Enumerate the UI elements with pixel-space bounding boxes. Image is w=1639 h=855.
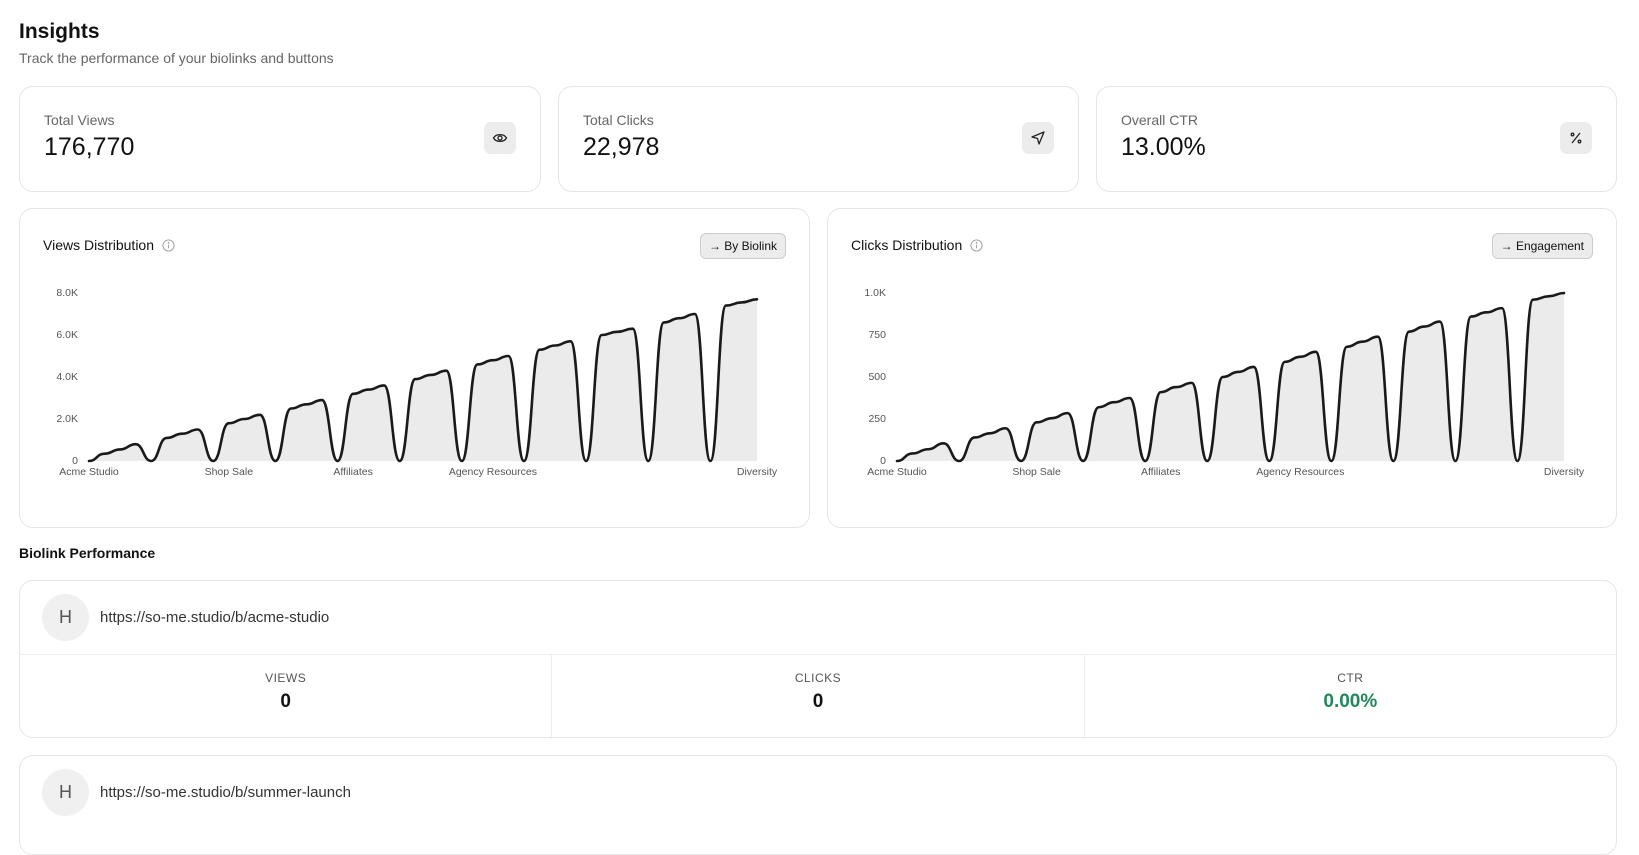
chart-header: Clicks Distribution	[851, 237, 983, 253]
x-tick-label: Diversity	[737, 466, 778, 478]
percent-icon	[1560, 122, 1592, 154]
y-tick-label: 1.0K	[864, 287, 886, 299]
stat-label: Overall CTR	[1121, 112, 1199, 128]
x-tick-label: Acme Studio	[59, 466, 119, 478]
y-tick-label: 6.0K	[56, 329, 78, 341]
stat-card: Total Views 176,770	[19, 86, 541, 192]
stat-card: Overall CTR 13.00%	[1096, 86, 1617, 192]
x-tick-label: Shop Sale	[205, 466, 254, 478]
chart: 0 250 500 750 1.0K Acme Studio Shop Sale Affili…	[864, 287, 1585, 478]
metric: CLICKS 0	[551, 655, 1083, 737]
eye-icon	[484, 122, 516, 154]
y-tick-label: 0	[72, 455, 78, 467]
metric-value: 0.00%	[1323, 691, 1378, 712]
x-tick-label: Affiliates	[333, 466, 373, 478]
y-tick-label: 750	[868, 329, 886, 341]
chart-title: Views Distribution	[43, 237, 155, 253]
chart-card: Clicks Distribution → Engagement 0 250 500…	[827, 208, 1617, 528]
x-tick-label: Agency Resources	[1256, 466, 1344, 478]
x-tick-label: Agency Resources	[449, 466, 537, 478]
stat-label: Total Clicks	[583, 112, 654, 128]
chart-card: Views Distribution → By Biolink 0 2.0K 4.0…	[19, 208, 810, 528]
section-title: Biolink Performance	[19, 545, 156, 561]
avatar: H	[42, 769, 89, 816]
metric: CTR 0.00%	[1083, 655, 1616, 737]
stat-card: Total Clicks 22,978	[558, 86, 1079, 192]
x-tick-label: Affiliates	[1141, 466, 1181, 478]
chart-header: Views Distribution	[43, 237, 175, 253]
view-button[interactable]: → By Biolink	[699, 233, 786, 259]
metric-value: 0	[812, 691, 824, 712]
y-tick-label: 8.0K	[56, 287, 78, 299]
line	[87, 298, 759, 463]
area	[897, 293, 1564, 461]
x-tick-label: Diversity	[1544, 466, 1585, 478]
y-tick-label: 0	[880, 455, 886, 467]
stat-value: 176,770	[44, 133, 135, 161]
page-subtitle: Track the performance of your biolinks a…	[19, 50, 334, 66]
x-tick-label: Acme Studio	[867, 466, 927, 478]
info-icon[interactable]	[970, 238, 983, 252]
biolink-url[interactable]: https://so-me.studio/b/acme-studio	[100, 609, 330, 626]
stat-value: 22,978	[583, 133, 660, 161]
metric-label: VIEWS	[265, 671, 307, 685]
stat-value: 13.00%	[1121, 133, 1206, 161]
chart-title: Clicks Distribution	[851, 237, 963, 253]
metric: VIEWS 0	[20, 655, 551, 737]
metric-label: CTR	[1337, 671, 1364, 685]
y-tick-label: 4.0K	[56, 371, 78, 383]
line	[895, 291, 1566, 463]
metric-value: 0	[280, 691, 291, 712]
biolink-card: H https://so-me.studio/b/summer-launch	[19, 755, 1617, 855]
biolink-url[interactable]: https://so-me.studio/b/summer-launch	[100, 784, 351, 801]
y-tick-label: 2.0K	[56, 413, 78, 425]
metric-label: CLICKS	[794, 671, 842, 685]
chart: 0 2.0K 4.0K 6.0K 8.0K Acme Studio Shop Sale Aff…	[56, 287, 778, 478]
y-tick-label: 500	[868, 371, 886, 383]
x-tick-label: Shop Sale	[1012, 466, 1061, 478]
y-tick-label: 250	[868, 413, 886, 425]
send-icon	[1022, 122, 1054, 154]
page: { "header": {"title": "Insights", "subti…	[19, 20, 1617, 855]
stat-label: Total Views	[44, 112, 115, 128]
view-button[interactable]: → Engagement	[1491, 233, 1593, 259]
avatar: H	[42, 594, 89, 641]
page-title: Insights	[19, 20, 100, 43]
area	[89, 299, 757, 461]
biolink-card: H https://so-me.studio/b/acme-studio VIE…	[19, 580, 1617, 738]
metrics-row: VIEWS 0 CLICKS 0 CTR 0.00%	[20, 654, 1616, 737]
info-icon[interactable]	[162, 238, 175, 252]
